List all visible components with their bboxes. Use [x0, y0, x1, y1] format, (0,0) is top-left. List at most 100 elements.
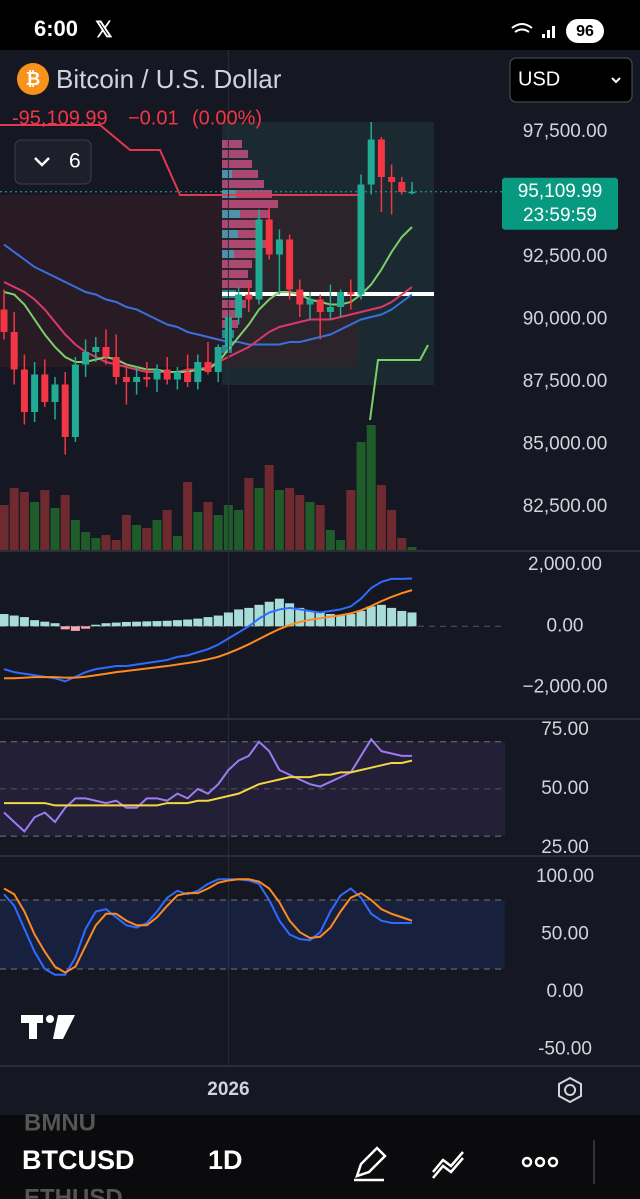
volume-bar	[172, 536, 182, 550]
histogram-bar	[305, 610, 315, 627]
indicator-toggle[interactable]	[14, 139, 92, 185]
y-tick-label: 50.00	[541, 924, 589, 945]
y-tick-label: 0.00	[547, 981, 584, 1002]
volume-bar	[346, 490, 356, 550]
collapse-chevron	[34, 157, 50, 167]
candle-body	[112, 357, 120, 377]
clock: 6:00	[34, 16, 78, 41]
histogram-bar	[50, 623, 60, 627]
watchlist-next[interactable]: ETHUSD	[24, 1184, 123, 1199]
watchlist-prev[interactable]: BMNU	[24, 1109, 96, 1136]
volume-bar	[40, 490, 50, 550]
candle-body	[82, 352, 90, 365]
histogram-bar	[223, 612, 233, 627]
indicator-line	[3, 878, 412, 976]
candle-body	[265, 219, 273, 255]
currency-label[interactable]: USD	[518, 68, 560, 90]
band-line	[369, 344, 429, 421]
y-tick-label: 85,000.00	[523, 434, 608, 455]
signal-icon	[542, 26, 555, 38]
symbol-button[interactable]: BTCUSD	[22, 1145, 135, 1175]
indicator-count[interactable]: 6	[69, 150, 81, 173]
histogram-bar	[213, 615, 223, 627]
candle-body	[102, 347, 110, 357]
y-tick-label: 82,500.00	[523, 496, 608, 517]
volume-bar	[213, 515, 223, 550]
settings-button[interactable]	[558, 1076, 582, 1104]
indicator-line	[4, 589, 413, 680]
candle-body	[20, 369, 28, 412]
histogram-bar	[101, 623, 111, 627]
volume-bar	[60, 495, 70, 550]
histogram-bar	[0, 614, 9, 627]
histogram-bar	[325, 614, 335, 627]
volume-bar	[152, 520, 162, 550]
candle-body	[347, 292, 355, 295]
dropdown-chevron	[611, 77, 621, 84]
symbol-title: Bitcoin / U.S. Dollar	[56, 64, 282, 94]
volume-bar	[407, 547, 417, 550]
y-tick-label: 100.00	[536, 866, 594, 887]
lines-button[interactable]	[432, 1151, 464, 1179]
candle-body	[133, 377, 141, 382]
volume-bar	[376, 485, 386, 550]
candle-body	[71, 364, 79, 437]
y-tick-label: 97,500.00	[523, 121, 608, 142]
histogram-bar	[407, 612, 417, 627]
last-price-box	[502, 177, 618, 230]
indicator-line	[3, 243, 413, 346]
candle-body	[357, 184, 365, 295]
histogram-bar	[234, 609, 244, 627]
volume-bar	[70, 520, 80, 550]
candle-body	[163, 369, 171, 380]
volume-bar	[234, 510, 244, 550]
last-price-label: 95,109.99	[518, 181, 603, 202]
currency-select[interactable]	[509, 57, 633, 103]
candle-body	[184, 372, 192, 382]
histogram-bar	[376, 604, 386, 627]
volume-bar	[193, 512, 203, 550]
histogram-bar	[19, 617, 29, 627]
x-tick-label: 2026	[207, 1079, 249, 1100]
candle-body	[41, 374, 49, 402]
volume-bar	[19, 492, 29, 550]
candle-body	[255, 219, 263, 300]
histogram-bar	[315, 612, 325, 627]
volume-bar	[30, 502, 40, 550]
histogram-bar	[336, 615, 346, 627]
volume-bar	[91, 538, 101, 550]
volume-bar	[101, 535, 111, 550]
countdown: 23:59:59	[523, 205, 597, 226]
status-bar	[0, 0, 640, 50]
histogram-bar	[203, 617, 213, 627]
histogram-bar	[356, 610, 366, 627]
volume-bar	[336, 540, 346, 550]
volume-bar	[121, 515, 131, 550]
histogram-bar	[9, 615, 19, 627]
y-tick-label: 25.00	[541, 837, 589, 858]
y-tick-label: 90,000.00	[523, 309, 608, 330]
volume-bar	[244, 478, 254, 550]
candle-body	[153, 369, 161, 380]
draw-button[interactable]	[354, 1146, 387, 1182]
volume-bar	[0, 505, 9, 550]
candle-body	[326, 307, 334, 312]
histogram-bar	[183, 619, 193, 627]
y-tick-label: 75.00	[541, 719, 589, 740]
volume-bar	[81, 532, 91, 550]
volume-bar	[305, 502, 315, 550]
interval-button[interactable]: 1D	[208, 1145, 243, 1175]
histogram-bar	[366, 606, 376, 627]
histogram-bar	[142, 621, 152, 627]
more-button[interactable]	[521, 1156, 559, 1168]
volume-bar	[111, 540, 121, 550]
histogram-bar	[40, 621, 50, 627]
volume-bar	[274, 490, 284, 550]
candle-body	[61, 384, 69, 437]
volume-bar	[9, 488, 19, 550]
y-tick-label: 2,000.00	[528, 554, 602, 575]
candle-body	[296, 289, 304, 305]
volume-bar	[295, 495, 305, 550]
histogram-bar	[162, 620, 172, 627]
bitcoin-icon	[17, 63, 49, 95]
